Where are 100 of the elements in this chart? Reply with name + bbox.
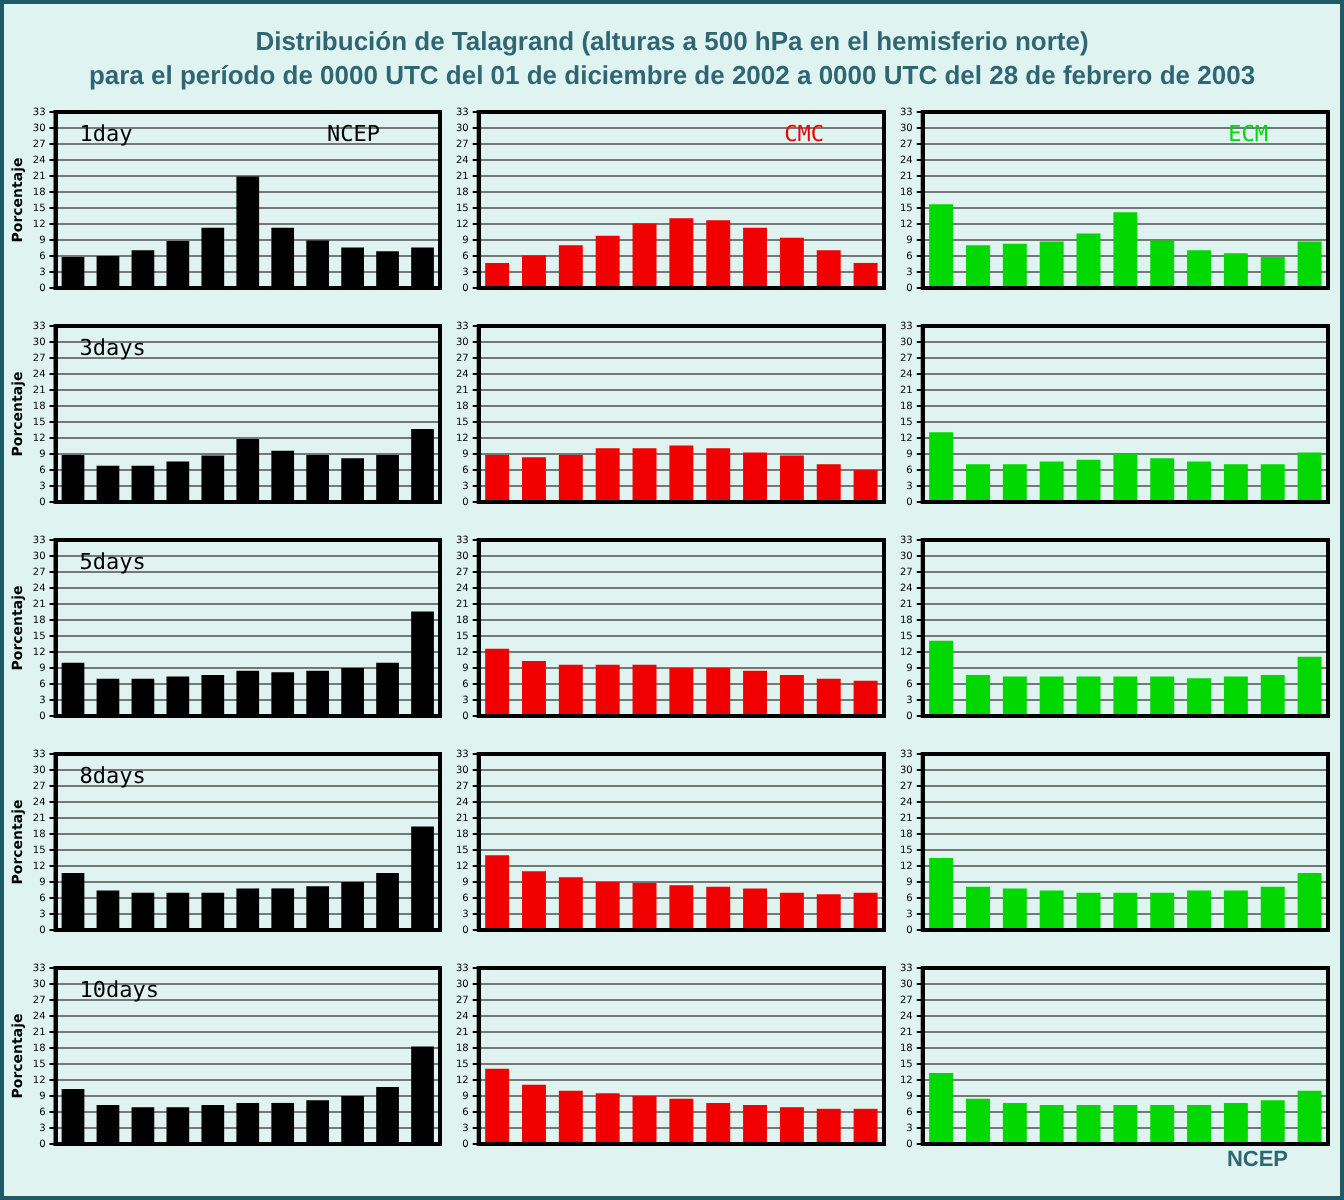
bar [1076, 892, 1101, 929]
annotation: ECM [1228, 120, 1269, 147]
bar [1260, 674, 1285, 715]
annotation: NCEP [327, 120, 381, 147]
bar [595, 448, 620, 501]
bar [1223, 253, 1248, 287]
bar [1150, 1105, 1175, 1143]
bar [853, 1108, 878, 1143]
bar [1113, 892, 1138, 929]
bar [706, 1102, 731, 1143]
bar [1260, 257, 1285, 287]
bar [1260, 464, 1285, 501]
bar [595, 882, 620, 929]
bar [816, 678, 841, 715]
bar [779, 237, 804, 287]
bar [966, 886, 990, 929]
bar [1039, 241, 1064, 287]
bar [1150, 892, 1175, 929]
bar [1187, 678, 1212, 715]
bar [1002, 1102, 1027, 1143]
bar [779, 1107, 804, 1143]
bar [853, 892, 878, 929]
bar [669, 445, 694, 501]
annotation: 8days [79, 762, 146, 789]
bar [706, 448, 731, 501]
annotation: CMC [784, 120, 824, 147]
bar [632, 883, 657, 929]
bar [743, 670, 768, 715]
bar [743, 227, 768, 287]
annotation: 10days [79, 976, 160, 1003]
bar [743, 1105, 768, 1143]
bar [558, 877, 583, 929]
bar [595, 664, 620, 715]
bar [669, 1098, 694, 1143]
bar [522, 661, 546, 715]
bar [1297, 1090, 1322, 1143]
bar [1297, 656, 1322, 715]
bar [522, 871, 546, 929]
bar [779, 455, 804, 501]
bar [1002, 888, 1027, 929]
bar [1039, 1105, 1064, 1143]
bar [929, 432, 954, 501]
bar [522, 457, 546, 501]
annotation: 1day [79, 120, 134, 147]
bar [929, 204, 954, 287]
bar [966, 464, 990, 501]
bar [595, 235, 620, 287]
annotation: 5days [79, 548, 146, 575]
bar [522, 255, 546, 287]
bar [1039, 676, 1064, 715]
bar [966, 245, 990, 287]
bar [853, 680, 878, 715]
bar [669, 218, 694, 287]
bar [1187, 461, 1212, 501]
bar [1002, 243, 1027, 287]
bar [1297, 452, 1322, 501]
bar [1150, 676, 1175, 715]
bar [558, 664, 583, 715]
bar [779, 674, 804, 715]
bar [632, 1096, 657, 1143]
bar [1223, 1102, 1248, 1143]
bar [485, 1068, 510, 1143]
bar [1076, 676, 1101, 715]
bar [632, 448, 657, 501]
bar [485, 855, 510, 929]
bar [1002, 464, 1027, 501]
bar [485, 262, 510, 287]
bar [1223, 890, 1248, 929]
bar [929, 640, 954, 715]
bar [816, 250, 841, 287]
bar [1002, 676, 1027, 715]
bar [558, 245, 583, 287]
annotation: 3days [79, 334, 146, 361]
text: NCEP [1226, 1148, 1288, 1172]
bar [1150, 458, 1175, 501]
bar [1187, 890, 1212, 929]
bar [706, 886, 731, 929]
bar [485, 648, 510, 715]
bar [1039, 890, 1064, 929]
bar [669, 885, 694, 929]
bar [743, 452, 768, 501]
bar [632, 223, 657, 287]
bar [966, 1098, 990, 1143]
bar [1260, 1100, 1285, 1143]
bar [1076, 459, 1101, 501]
bar [1113, 454, 1138, 501]
bar [1150, 240, 1175, 287]
bar [1297, 872, 1322, 929]
bar [1076, 1105, 1101, 1143]
bar [1223, 676, 1248, 715]
bar [816, 464, 841, 501]
bar [706, 220, 731, 287]
bar [1113, 1105, 1138, 1143]
bar [632, 664, 657, 715]
bar [1187, 250, 1212, 287]
bar [485, 455, 510, 501]
bar [1113, 212, 1138, 287]
bar [1039, 461, 1064, 501]
text: Distribución de Talagrand (alturas a 500 hPa en el hemisferio norte) [253, 24, 1091, 58]
bar [1260, 886, 1285, 929]
